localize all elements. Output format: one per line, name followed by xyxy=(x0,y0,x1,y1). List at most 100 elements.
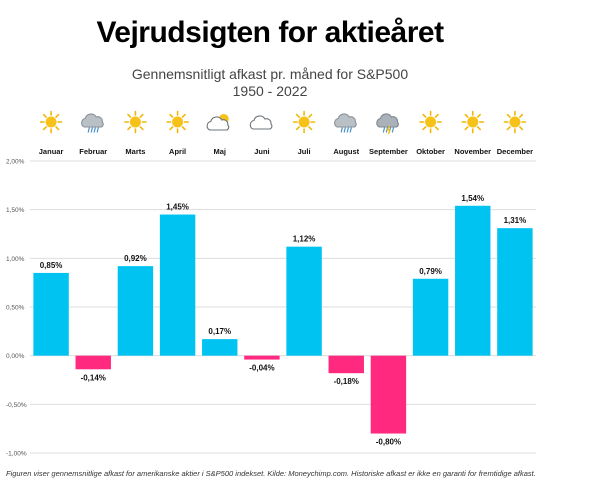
sun-ray xyxy=(464,126,469,131)
sun-disc xyxy=(172,116,184,128)
value-label: 1,54% xyxy=(461,194,484,203)
y-tick-label: 2,00% xyxy=(6,159,25,166)
cloud-shape xyxy=(81,113,104,128)
rain-drop xyxy=(343,127,346,133)
sun-disc xyxy=(129,116,141,128)
bar xyxy=(202,339,238,356)
value-label: 0,92% xyxy=(124,254,147,263)
bar xyxy=(159,214,196,356)
sun-ray xyxy=(476,113,481,118)
bar xyxy=(33,272,69,356)
value-label: 0,79% xyxy=(419,267,442,276)
sun-ray xyxy=(127,113,132,118)
bar xyxy=(370,355,407,434)
sun-ray xyxy=(55,113,60,118)
sun-ray xyxy=(308,113,313,118)
value-label: 0,85% xyxy=(40,261,63,270)
rain-drop xyxy=(349,127,352,133)
cloud-icon xyxy=(249,115,273,130)
sun-ray xyxy=(519,113,524,118)
cloud-shape xyxy=(376,113,399,128)
month-label: September xyxy=(369,147,408,156)
bar xyxy=(244,355,280,360)
sun-ray xyxy=(139,126,144,131)
footnote: Figuren viser gennemsnitlige afkast for … xyxy=(6,469,536,478)
sun-icon xyxy=(461,110,485,134)
sun-ray xyxy=(127,126,132,131)
sun-ray xyxy=(139,113,144,118)
sun-ray xyxy=(506,126,511,131)
sun-ray xyxy=(434,113,439,118)
sun-cloud-icon xyxy=(206,114,230,131)
cloud-rain-icon xyxy=(81,113,104,133)
value-label: -0,18% xyxy=(334,377,359,386)
sun-ray xyxy=(476,126,481,131)
rain-drop xyxy=(90,127,93,133)
sun-disc xyxy=(467,116,479,128)
month-label: August xyxy=(333,147,359,156)
y-tick-label: 1,00% xyxy=(6,256,25,263)
month-label: Januar xyxy=(39,147,64,156)
bar xyxy=(412,278,449,356)
y-tick-label: 0,00% xyxy=(6,353,25,360)
bar xyxy=(117,266,154,356)
sun-ray xyxy=(422,113,427,118)
rain-drop xyxy=(391,127,395,133)
sun-icon xyxy=(503,110,527,134)
cloud-shape xyxy=(249,115,273,130)
sun-icon xyxy=(292,110,316,134)
value-label: -0,14% xyxy=(81,373,106,382)
bar xyxy=(328,355,364,374)
bar xyxy=(75,355,111,370)
sun-disc xyxy=(425,116,437,128)
sun-ray xyxy=(422,126,427,131)
sun-icon xyxy=(419,110,442,134)
value-label: 1,31% xyxy=(504,216,527,225)
sun-ray xyxy=(464,113,469,118)
month-label: Oktober xyxy=(416,147,445,156)
sun-ray xyxy=(181,126,186,131)
month-label: Marts xyxy=(125,147,145,156)
page-title: Vejrudsigten for aktieåret xyxy=(96,16,444,49)
rain-drop xyxy=(96,127,99,133)
rain-drop xyxy=(346,127,349,133)
sun-ray xyxy=(434,126,439,131)
sun-ray xyxy=(295,126,300,131)
month-label: Februar xyxy=(79,147,107,156)
cloud-shape xyxy=(334,113,357,128)
sun-ray xyxy=(519,126,524,131)
month-label: November xyxy=(454,147,491,156)
sun-ray xyxy=(169,113,174,118)
bar xyxy=(455,205,491,356)
value-label: -0,80% xyxy=(376,438,401,447)
bar xyxy=(497,228,533,356)
chart-subtitle: Gennemsnitligt afkast pr. måned for S&P5… xyxy=(131,66,409,82)
sun-ray xyxy=(295,113,300,118)
value-label: 1,45% xyxy=(166,203,189,212)
sun-ray xyxy=(506,113,511,118)
sun-icon xyxy=(39,110,63,134)
rain-drop xyxy=(382,127,386,133)
cloud-storm-icon xyxy=(376,113,399,135)
sun-ray xyxy=(308,126,313,131)
value-label: 0,17% xyxy=(208,327,231,336)
bar-chart: -1,00% -0,50% 0,00% 0,50% 1,00% 1,50% 2,00% Jan… xyxy=(6,110,536,458)
chart-period: 1950 - 2022 xyxy=(232,83,308,99)
sun-ray xyxy=(42,126,47,131)
y-tick-label: -1,00% xyxy=(6,451,27,458)
bar xyxy=(286,246,322,356)
month-label: December xyxy=(497,147,533,156)
month-label: Maj xyxy=(213,147,226,156)
month-label: April xyxy=(169,147,186,156)
y-tick-label: 1,50% xyxy=(6,207,25,214)
rain-drop xyxy=(93,127,96,133)
sun-icon xyxy=(166,110,189,134)
sun-disc xyxy=(298,116,310,128)
value-label: -0,04% xyxy=(249,364,274,373)
sun-ray xyxy=(55,126,60,131)
cloud-rain-icon xyxy=(334,113,357,133)
rain-drop xyxy=(87,127,90,133)
lightning-bolt xyxy=(386,125,391,135)
sun-disc xyxy=(509,116,521,128)
sun-disc xyxy=(45,116,57,128)
